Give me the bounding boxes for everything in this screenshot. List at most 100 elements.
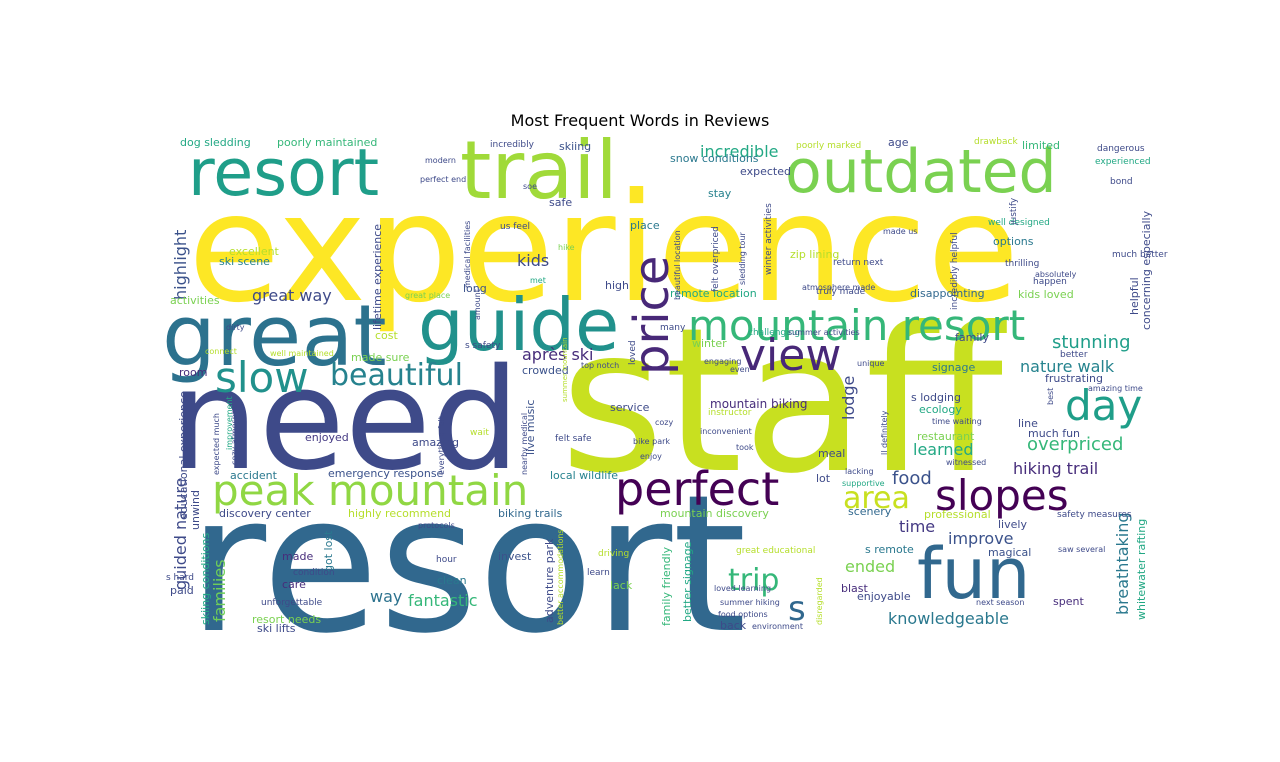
cloud-word: limited [1022,139,1060,152]
cloud-word: slow [215,353,309,402]
cloud-word: ll definitely [880,410,889,455]
cloud-word: poorly maintained [277,136,377,149]
cloud-word: highly recommend [348,507,451,520]
cloud-word: well maintained [270,349,334,358]
cloud-word: s safety [465,341,501,351]
cloud-word: options [993,235,1034,248]
cloud-word: protocols [418,521,455,530]
cloud-word: clean [437,574,467,587]
cloud-word: need [170,339,520,502]
cloud-word: way [370,587,402,606]
cloud-word: us feel [500,222,530,232]
cloud-word: instructor [708,408,752,418]
cloud-word: fantastic [408,591,478,610]
cloud-word: better [1060,350,1088,360]
cloud-word: engaging [704,357,741,366]
cloud-word: care [282,578,306,591]
cloud-word: restaurant [917,430,975,443]
cloud-word: driving [598,549,629,559]
cloud-word: well designed [988,218,1050,228]
cloud-word: cozy [655,418,673,427]
cloud-word: highlight [171,230,190,300]
cloud-word: local wildlife [550,469,618,482]
cloud-word: trail [460,124,618,217]
cloud-word: winter activities [764,203,774,275]
cloud-word: incredible [700,142,779,161]
cloud-word: ski lifts [257,622,296,635]
cloud-word: drawback [974,137,1018,147]
cloud-word: s [788,589,806,629]
cloud-word: dirty [226,323,245,332]
cloud-word: met [530,276,546,285]
cloud-word: resort needs [252,613,321,626]
cloud-word: place [630,219,660,232]
cloud-word: day [1065,381,1142,430]
cloud-word: felt overpriced [711,226,721,292]
cloud-word: summer activities [788,328,860,337]
cloud-word: witnessed [946,458,986,467]
cloud-word: perfect [615,462,779,516]
cloud-word: challenging [748,328,800,338]
cloud-word: educational experience [177,391,190,520]
cloud-word: incredibly helpful [950,232,960,310]
cloud-word: snow conditions [670,152,759,165]
cloud-word: area [843,481,910,516]
cloud-word: perfect end [420,175,466,184]
cloud-word: excellent [229,245,280,258]
cloud-word: paid [170,584,194,597]
cloud-word: better signage [681,541,694,622]
cloud-word: improve [948,529,1014,548]
cloud-word: spent [1053,595,1084,608]
cloud-word: mountain biking [710,397,808,411]
cloud-word: kids [517,251,549,270]
cloud-word: stunning [1052,332,1131,353]
cloud-word: zip lining [790,248,839,261]
cloud-word: lack [610,579,633,592]
cloud-word: price [624,256,680,375]
cloud-word: crowded [522,364,569,377]
cloud-word: mountain discovery [660,507,769,520]
cloud-word: family [955,331,989,344]
cloud-word: much fun [1028,427,1080,440]
cloud-word: lifetime experience [371,224,384,330]
cloud-word: kids loved [1018,288,1074,301]
cloud-word: outdated [785,137,1057,207]
cloud-word: s remote [865,543,914,556]
cloud-word: meal [818,447,845,460]
cloud-word: families [210,559,229,622]
cloud-word: loved learning [714,584,771,593]
cloud-word: unforgettable [261,598,323,608]
cloud-word: ended [845,557,895,576]
cloud-word: cost [375,329,399,342]
cloud-word: time waiting [932,417,982,426]
cloud-word: nature walk [1020,357,1115,376]
cloud-word: modern [425,156,456,165]
cloud-word: best [1046,388,1055,405]
cloud-word: made us [883,227,917,236]
cloud-word: safe [549,196,572,209]
cloud-word: ecology [919,403,962,416]
cloud-word: happen [1033,277,1067,287]
cloud-word: family friendly [660,546,673,626]
cloud-word: return next [833,258,884,268]
cloud-word: great [162,287,387,386]
cloud-word: line [1018,417,1038,430]
cloud-word: food [892,468,932,489]
cloud-word: amount [473,289,482,320]
cloud-word: view [740,330,841,381]
cloud-word: s lodging [911,391,961,404]
cloud-word: truly made [816,287,866,297]
cloud-word: adventure park [543,538,556,623]
cloud-word: amazing [412,436,459,449]
cloud-word: got lost [322,530,335,572]
cloud-word: nearby medical [520,413,529,475]
cloud-word: enjoy [640,452,662,461]
cloud-word: frustrating [1045,372,1103,385]
cloud-word: knowledgeable [888,609,1009,628]
cloud-word: connect [205,347,237,356]
cloud-word: resort [188,454,747,675]
cloud-word: long [463,282,487,295]
cloud-word: great place [405,291,450,300]
cloud-word: s hard [166,573,194,583]
cloud-word: learned [913,440,974,459]
